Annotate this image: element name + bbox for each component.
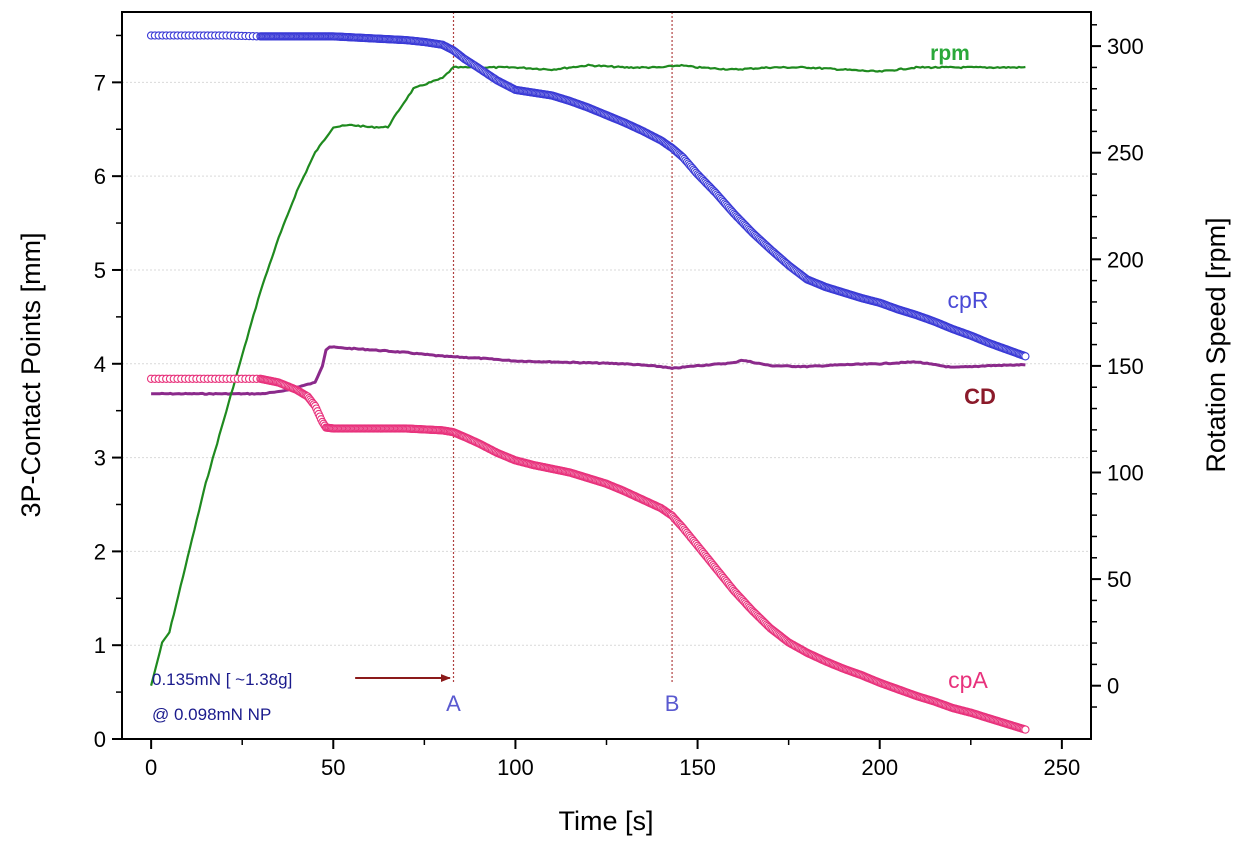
series-point-cpa (1021, 725, 1030, 734)
y-left-tick-label: 1 (94, 633, 106, 658)
annotation-line1: 0.135mN [ ~1.38g] (152, 670, 292, 689)
y-right-tick-label: 50 (1107, 567, 1131, 592)
series-rpm (150, 63, 1026, 686)
y-right-tick-label: 250 (1107, 141, 1144, 166)
annotation-line2: @ 0.098mN NP (152, 705, 271, 724)
x-tick-label: 250 (1043, 755, 1080, 780)
series-label-cpa: cpA (948, 667, 988, 693)
y-left-tick-label: 5 (94, 258, 106, 283)
series-label-cd: CD (964, 384, 996, 409)
y-right-tick-label: 0 (1107, 674, 1119, 699)
x-tick-label: 0 (145, 755, 157, 780)
plot-frame (121, 11, 1092, 740)
x-axis-label: Time [s] (558, 806, 653, 836)
x-tick-label: 50 (321, 755, 345, 780)
marker-label-b: B (665, 691, 680, 716)
y-right-tick-label: 300 (1107, 34, 1144, 59)
series-line-rpm (150, 63, 1026, 686)
y-left-tick-label: 0 (94, 727, 106, 752)
series-cpr (146, 31, 1030, 361)
x-tick-label: 200 (861, 755, 898, 780)
y-left-tick-label: 4 (94, 352, 106, 377)
y-left-tick-label: 2 (94, 539, 106, 564)
x-tick-label: 150 (679, 755, 716, 780)
y-right-tick-label: 200 (1107, 247, 1144, 272)
series-label-cpr: cpR (948, 287, 989, 313)
series-point-cpr (1021, 352, 1030, 361)
marker-lines (452, 12, 673, 684)
y-left-tick-label: 7 (94, 70, 106, 95)
y-left-tick-label: 3 (94, 446, 106, 471)
data-series (146, 31, 1030, 734)
left-axis-label: 3P-Contact Points [mm] (16, 232, 46, 517)
series-cpa (146, 374, 1030, 734)
y-right-tick-label: 100 (1107, 461, 1144, 486)
y-right-tick-label: 150 (1107, 354, 1144, 379)
right-axis-label: Rotation Speed [rpm] (1201, 217, 1231, 472)
series-label-rpm: rpm (930, 42, 970, 65)
x-tick-label: 100 (497, 755, 534, 780)
axes: 0 50 100 150 200 250 0 1 2 3 4 5 6 7 0 50 100 150 200 250 30… (94, 24, 1144, 780)
marker-label-a: A (446, 691, 461, 716)
y-left-tick-label: 6 (94, 164, 106, 189)
